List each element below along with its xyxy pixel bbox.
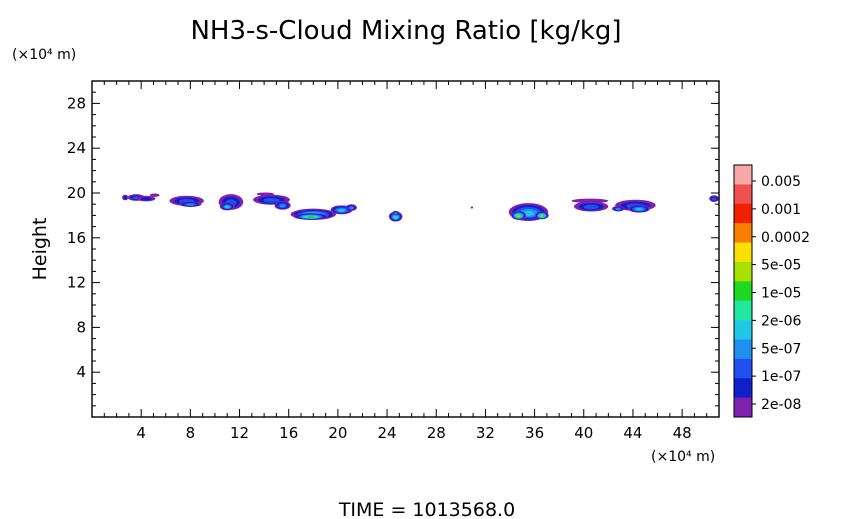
cloud-cell bbox=[136, 195, 156, 202]
colorbar-frame bbox=[733, 164, 753, 418]
cloud-contour bbox=[349, 206, 354, 210]
y-tick-labels: 4 8 12 16 20 24 28 bbox=[67, 94, 86, 381]
cloud-cell bbox=[612, 205, 625, 212]
plot-frame bbox=[91, 80, 720, 418]
cloud-cell bbox=[293, 213, 329, 220]
cloud-cell bbox=[571, 198, 609, 204]
x-tick-label: 4 bbox=[136, 424, 146, 442]
colorbar-segment bbox=[734, 203, 752, 224]
cloud-cell bbox=[535, 211, 549, 220]
colorbar bbox=[733, 164, 753, 418]
colorbar-segment bbox=[734, 261, 752, 282]
x-tick-label: 20 bbox=[328, 424, 347, 442]
colorbar-segment bbox=[734, 184, 752, 205]
x-tick-label: 16 bbox=[279, 424, 298, 442]
cloud-contour bbox=[279, 204, 286, 208]
x-tick-label: 24 bbox=[378, 424, 397, 442]
cloud-contour bbox=[711, 197, 717, 201]
cloud-contour bbox=[338, 209, 345, 212]
x-tick-labels: 4 8 12 16 20 24 28 32 36 40 44 48 bbox=[136, 424, 691, 442]
cloud-cell bbox=[709, 195, 719, 202]
x-tick-label: 28 bbox=[427, 424, 446, 442]
cloud-cell bbox=[274, 200, 291, 210]
colorbar-label: 1e-07 bbox=[761, 369, 801, 385]
colorbar-segment bbox=[734, 358, 752, 379]
cloud-cell bbox=[511, 210, 526, 220]
y-axis-label: Height bbox=[29, 218, 51, 281]
cloud-contour bbox=[394, 212, 397, 215]
plot-background bbox=[92, 81, 719, 417]
y-tick-label: 16 bbox=[67, 229, 86, 247]
cloud-contour bbox=[140, 197, 152, 201]
cloud-cell bbox=[149, 193, 160, 197]
cloud-field bbox=[122, 192, 719, 222]
cloud-cell bbox=[122, 194, 129, 201]
cloud-contour bbox=[263, 198, 280, 203]
x-tick-label: 36 bbox=[525, 424, 544, 442]
time-stamp: TIME = 1013568.0 bbox=[338, 499, 515, 519]
cloud-contour bbox=[470, 206, 474, 209]
cloud-contour bbox=[517, 215, 520, 218]
y-unit-label: (×10⁴ m) bbox=[12, 47, 76, 63]
colorbar-segment bbox=[734, 300, 752, 321]
cloud-cell bbox=[179, 201, 202, 207]
cloud-contour bbox=[394, 216, 398, 219]
cloud-cell bbox=[219, 202, 235, 211]
y-tick-label: 24 bbox=[67, 139, 86, 157]
colorbar-segment bbox=[734, 223, 752, 243]
cloud-cell bbox=[628, 204, 651, 213]
y-tick-label: 28 bbox=[67, 94, 86, 112]
cloud-contour bbox=[571, 198, 609, 204]
cloud-contour bbox=[225, 205, 230, 209]
colorbar-label: 0.005 bbox=[761, 174, 801, 190]
x-tick-label: 40 bbox=[574, 424, 593, 442]
cloud-contour bbox=[123, 195, 128, 200]
x-tick-label: 8 bbox=[186, 424, 196, 442]
x-unit-label: (×10⁴ m) bbox=[651, 449, 715, 465]
chart-title: NH3-s-Cloud Mixing Ratio [kg/kg] bbox=[190, 16, 621, 46]
colorbar-segment bbox=[734, 165, 752, 185]
cloud-cell bbox=[256, 192, 274, 196]
cloud-contour bbox=[186, 203, 195, 206]
cloud-contour bbox=[540, 215, 544, 218]
y-tick-label: 8 bbox=[76, 318, 86, 336]
colorbar-segment bbox=[734, 339, 752, 360]
colorbar-label: 1e-05 bbox=[761, 286, 801, 302]
colorbar-segment bbox=[734, 397, 752, 418]
colorbar-label: 0.001 bbox=[761, 202, 801, 218]
x-tick-label: 48 bbox=[673, 424, 692, 442]
colorbar-label: 2e-08 bbox=[761, 397, 801, 413]
y-tick-label: 4 bbox=[76, 363, 86, 381]
cloud-contour bbox=[616, 208, 621, 211]
cloud-cell bbox=[573, 201, 609, 212]
x-tick-label: 12 bbox=[230, 424, 249, 442]
x-tick-label: 32 bbox=[476, 424, 495, 442]
colorbar-label: 0.0002 bbox=[761, 230, 810, 246]
cloud-cell bbox=[345, 204, 357, 211]
cloud-cell bbox=[330, 205, 353, 215]
colorbar-segment bbox=[734, 242, 752, 263]
cloud-contour bbox=[583, 204, 599, 210]
y-tick-label: 20 bbox=[67, 184, 86, 202]
y-tick-label: 12 bbox=[67, 274, 86, 292]
cloud-contour bbox=[149, 193, 160, 197]
cloud-contour bbox=[635, 208, 643, 211]
cloud-contour bbox=[256, 192, 274, 196]
colorbar-label: 2e-06 bbox=[761, 313, 801, 329]
colorbar-label: 5e-05 bbox=[761, 258, 801, 274]
colorbar-segment bbox=[734, 320, 752, 340]
colorbar-segment bbox=[734, 281, 752, 301]
x-tick-label: 44 bbox=[623, 424, 642, 442]
cloud-contour bbox=[307, 216, 315, 219]
cloud-cell bbox=[391, 210, 400, 216]
colorbar-labels: 0.005 0.001 0.0002 5e-05 1e-05 2e-06 5e-07 1e-0… bbox=[752, 174, 810, 413]
colorbar-label: 5e-07 bbox=[761, 341, 801, 357]
plot-area bbox=[91, 80, 720, 418]
cloud-cell bbox=[470, 206, 474, 209]
colorbar-segment bbox=[734, 378, 752, 398]
